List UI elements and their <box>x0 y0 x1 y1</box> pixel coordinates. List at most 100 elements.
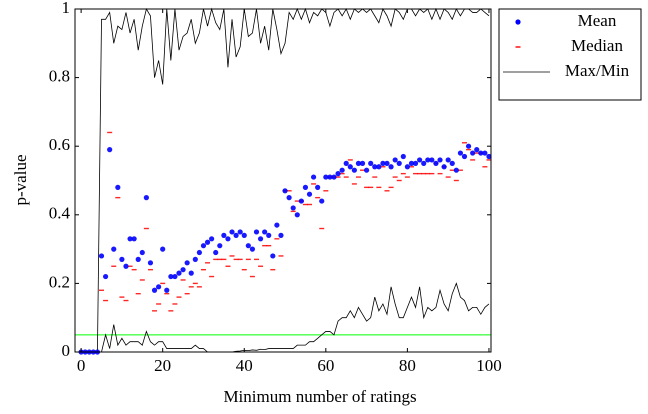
mean-point <box>192 256 198 262</box>
mean-point <box>127 236 133 242</box>
mean-point <box>262 229 268 235</box>
mean-point <box>347 164 353 170</box>
mean-point <box>355 160 362 166</box>
mean-point <box>368 160 374 166</box>
mean-point <box>164 287 170 293</box>
mean-point <box>221 232 227 238</box>
max-line <box>81 7 490 353</box>
mean-point <box>290 205 296 211</box>
mean-point <box>364 167 370 173</box>
mean-point <box>172 273 178 280</box>
mean-point <box>441 164 447 170</box>
mean-point <box>266 232 272 238</box>
y-axis-label: p-value <box>11 155 30 206</box>
mean-point <box>233 232 239 238</box>
mean-point <box>180 267 186 273</box>
mean-point <box>461 153 468 160</box>
mean-point <box>270 253 276 259</box>
mean-point <box>257 236 264 242</box>
y-tick-label: 0.2 <box>49 272 70 291</box>
min-line <box>81 282 490 353</box>
mean-point <box>380 160 386 166</box>
x-tick-label: 100 <box>476 356 502 375</box>
mean-point <box>123 263 129 269</box>
mean-point <box>388 164 394 170</box>
y-tick-label: 1 <box>62 0 71 17</box>
mean-point <box>359 160 366 166</box>
legend-icon <box>515 19 521 25</box>
x-axis-label: Minimum number of ratings <box>223 387 416 406</box>
mean-point <box>306 191 313 197</box>
mean-point <box>200 243 207 249</box>
mean-point <box>225 236 231 242</box>
mean-point <box>315 184 321 190</box>
mean-point <box>213 249 219 256</box>
mean-point <box>396 160 402 166</box>
mean-point <box>457 150 464 156</box>
mean-point <box>429 157 435 163</box>
mean-point <box>412 160 419 166</box>
y-tick-label: 0.6 <box>49 135 70 154</box>
mean-point <box>245 243 251 249</box>
mean-point <box>107 147 113 153</box>
mean-point <box>131 236 137 242</box>
mean-point <box>209 236 215 242</box>
mean-point <box>286 195 292 201</box>
x-tick-label: 60 <box>317 356 334 375</box>
mean-point <box>151 287 158 293</box>
mean-point <box>331 174 337 180</box>
mean-point <box>339 167 345 173</box>
mean-point <box>111 246 117 252</box>
legend-label: Max/Min <box>565 61 630 80</box>
mean-point <box>486 153 492 160</box>
mean-point <box>478 150 484 156</box>
mean-point <box>323 174 329 180</box>
mean-point <box>400 153 406 160</box>
x-tick-label: 0 <box>77 356 86 375</box>
mean-point <box>298 198 304 204</box>
mean-point <box>319 198 325 204</box>
mean-point <box>237 229 243 235</box>
mean-point <box>376 164 382 170</box>
mean-point <box>310 174 317 180</box>
mean-point <box>176 270 182 276</box>
plot-frame <box>74 8 492 353</box>
mean-point <box>147 260 154 266</box>
mean-point <box>278 232 284 238</box>
mean-point <box>139 249 145 256</box>
legend-label: Mean <box>578 11 617 30</box>
mean-point <box>384 160 390 166</box>
mean-point <box>160 246 166 252</box>
mean-point <box>408 160 415 166</box>
mean-point <box>156 284 162 290</box>
mean-point <box>217 243 223 249</box>
mean-point <box>327 174 333 180</box>
mean-point <box>253 229 260 235</box>
mean-point <box>392 157 398 163</box>
mean-point <box>168 273 174 280</box>
legend-box <box>498 8 642 101</box>
mean-point <box>143 195 149 201</box>
mean-point <box>421 160 427 166</box>
legend-label: Median <box>571 36 623 55</box>
mean-point <box>417 157 423 163</box>
y-tick-label: 0.8 <box>49 67 70 86</box>
mean-point <box>135 256 141 262</box>
y-tick-label: 0 <box>62 341 71 360</box>
mean-point <box>282 188 288 194</box>
mean-point <box>294 212 300 218</box>
mean-point <box>351 167 357 173</box>
mean-point <box>115 184 121 190</box>
mean-point <box>184 260 190 266</box>
mean-point <box>119 256 125 262</box>
x-tick-label: 40 <box>236 356 253 375</box>
mean-point <box>445 157 451 163</box>
x-tick-label: 20 <box>154 356 171 375</box>
mean-point <box>372 164 378 170</box>
mean-point <box>437 157 443 163</box>
mean-point <box>335 171 341 177</box>
mean-point <box>470 150 476 156</box>
mean-point <box>229 229 235 235</box>
mean-point <box>425 157 431 163</box>
